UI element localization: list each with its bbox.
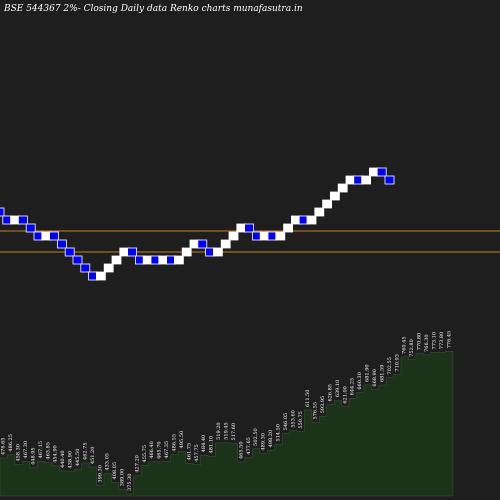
price-label: 770.80: [417, 333, 423, 351]
price-label: 467.15: [38, 441, 44, 459]
renko-brick-up: [103, 263, 114, 273]
renko-brick-down: [25, 223, 36, 233]
price-label: 486.55: [172, 434, 178, 452]
price-label: 773.10: [431, 332, 437, 350]
price-label: 448.95: [30, 447, 36, 465]
price-label: 461.75: [186, 443, 192, 461]
renko-brick-up: [212, 247, 223, 257]
price-label: 438.90: [68, 451, 74, 469]
renko-brick-down: [64, 247, 75, 257]
price-label: 546.05: [283, 413, 289, 431]
price-label: 514.50: [275, 424, 281, 442]
chart-title: BSE 544367 2%- Closing Daily data Renko …: [3, 4, 303, 14]
price-label: 621.00: [342, 386, 348, 404]
price-label: 519.20: [216, 422, 222, 440]
price-label: 375.30: [127, 474, 133, 492]
price-label: 458.30: [16, 444, 22, 462]
price-label: 702.55: [387, 357, 393, 375]
price-label: 465.50: [238, 441, 244, 459]
renko-brick-up: [111, 255, 122, 265]
renko-brick-up: [181, 247, 192, 257]
renko-brick-down: [384, 175, 395, 185]
price-label: 440.40: [60, 450, 66, 468]
price-label: 433.05: [105, 453, 111, 471]
price-label: 681.59: [379, 365, 385, 383]
renko-brick-up: [361, 175, 372, 185]
price-label: 484.40: [201, 435, 207, 453]
price-label: 611.50: [305, 390, 311, 408]
price-label: 760.45: [402, 336, 408, 354]
price-label: 463.85: [45, 442, 51, 460]
renko-brick-down: [197, 239, 208, 249]
price-label: 481.10: [209, 436, 215, 454]
price-label: 467.35: [164, 441, 170, 459]
renko-brick-down: [17, 215, 28, 225]
price-label: 553.60: [290, 410, 296, 428]
renko-brick-down: [244, 223, 255, 233]
renko-brick-up: [322, 199, 333, 209]
price-label: 408.05: [112, 462, 118, 480]
renko-brick-up: [275, 231, 286, 241]
price-label: 593.95: [320, 396, 326, 414]
renko-brick-down: [127, 247, 137, 257]
renko-brick-down: [72, 255, 83, 265]
price-label: 498.20: [268, 430, 274, 448]
renko-brick-up: [329, 191, 340, 201]
renko-brick-up: [337, 183, 348, 193]
renko-brick-down: [0, 207, 5, 217]
renko-brick-up: [283, 223, 294, 233]
price-label: 776.45: [446, 331, 452, 349]
price-label: 389.00: [120, 469, 126, 487]
renko-brick-up: [306, 215, 317, 225]
renko-brick-down: [376, 167, 387, 177]
volume-area: [0, 351, 454, 497]
price-label: 476.65: [1, 438, 7, 456]
price-label: 466.40: [149, 441, 155, 459]
price-label: 451.20: [90, 447, 96, 465]
price-label: 477.65: [246, 437, 252, 455]
price-label: 399.30: [97, 465, 103, 483]
price-label: 550.75: [298, 411, 304, 429]
price-label: 766.30: [424, 334, 430, 352]
price-label: 519.45: [224, 422, 230, 440]
price-label: 576.55: [313, 402, 319, 420]
price-label: 489.30: [261, 433, 267, 451]
price-label: 626.85: [327, 384, 333, 402]
price-label: 644.25: [350, 378, 356, 396]
renko-brick-up: [96, 271, 106, 281]
volume-area-layer: [0, 351, 454, 497]
price-label: 710.93: [394, 354, 400, 372]
price-label: 455.75: [142, 445, 148, 463]
renko-brick-up: [173, 255, 184, 265]
renko-brick-down: [57, 239, 67, 249]
price-label: 457.75: [194, 444, 200, 462]
renko-brick-up: [220, 239, 231, 249]
renko-brick-up: [314, 207, 325, 217]
price-label: 752.80: [409, 339, 415, 357]
renko-brick-down: [49, 231, 59, 241]
price-label: 445.50: [75, 449, 81, 467]
renko-bricks-layer: [0, 167, 395, 281]
price-label: 773.80: [439, 332, 445, 350]
price-label: 502.50: [253, 428, 259, 446]
price-label: 427.20: [134, 455, 140, 473]
price-label: 486.25: [8, 434, 14, 452]
price-label: 462.75: [82, 442, 88, 460]
renko-brick-down: [80, 263, 91, 273]
price-label: 495.50: [179, 431, 185, 449]
price-label: 639.10: [335, 380, 341, 398]
price-label: 465.70: [157, 441, 163, 459]
price-label: 668.90: [372, 369, 378, 387]
price-label: 517.60: [231, 423, 237, 441]
price-label: 467.30: [23, 441, 29, 459]
price-label: 681.90: [365, 364, 371, 382]
price-label: 660.30: [357, 372, 363, 390]
renko-brick-up: [228, 231, 239, 241]
price-label: 454.90: [53, 445, 59, 463]
